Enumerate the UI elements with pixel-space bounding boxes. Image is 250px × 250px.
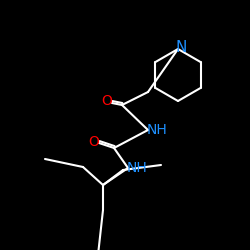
Text: O: O	[88, 135, 100, 149]
Text: N: N	[175, 40, 187, 56]
Text: NH: NH	[146, 123, 168, 137]
Text: NH: NH	[127, 161, 148, 175]
Text: O: O	[102, 94, 112, 108]
